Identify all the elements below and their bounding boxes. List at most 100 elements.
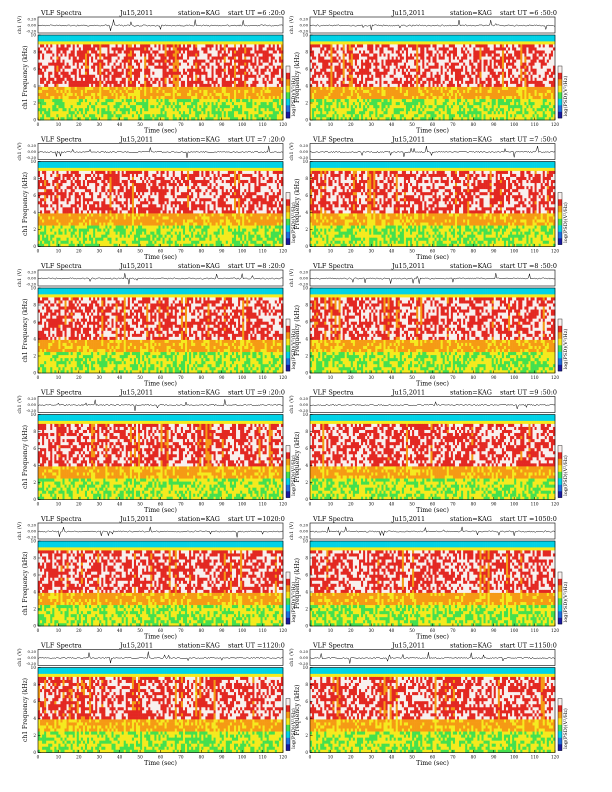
spectrogram-cell xyxy=(142,77,145,81)
spectrogram-cell xyxy=(397,59,401,63)
spectrogram-cell xyxy=(215,53,218,57)
spectrogram-cell xyxy=(389,104,392,109)
spectrogram-cell xyxy=(352,44,356,48)
spectrogram-cell xyxy=(361,50,364,54)
spectrogram-cell xyxy=(80,113,84,118)
spectrogram-cell xyxy=(44,92,47,97)
spectrogram-cell xyxy=(336,62,339,66)
spectrogram-cell xyxy=(332,56,335,60)
spectrogram-cell xyxy=(221,104,225,109)
spectrogram-cell xyxy=(50,104,53,109)
spectrogram-cell xyxy=(123,101,127,106)
spectrogram-cell xyxy=(174,65,178,69)
spectrogram-cell xyxy=(38,110,41,115)
spectrogram-cell xyxy=(256,50,259,54)
spectrogram-cell xyxy=(361,113,364,118)
spectrogram-cell xyxy=(129,71,133,75)
spectrogram-cell xyxy=(187,107,190,112)
spectrogram-cell xyxy=(219,77,223,81)
spectrogram-cell xyxy=(178,116,182,121)
spectrogram-cell xyxy=(383,68,386,72)
spectrogram-cell xyxy=(240,80,243,84)
spectrogram-cell xyxy=(391,62,395,66)
spectrogram-cell xyxy=(129,65,133,69)
spectrogram-cell xyxy=(189,116,192,121)
spectrogram-cell xyxy=(381,59,384,63)
spectrogram-cell xyxy=(109,89,112,93)
spectrogram-cell xyxy=(193,104,196,109)
spectrogram-cell xyxy=(332,95,335,100)
spectrogram-cell xyxy=(416,113,419,118)
spectrogram-cell xyxy=(367,92,370,97)
spectrogram-cell xyxy=(363,68,366,72)
spectrogram-cell xyxy=(408,110,411,115)
spectrogram-cell xyxy=(422,89,425,93)
spectrogram-cell xyxy=(127,65,131,69)
spectrogram-cell xyxy=(178,44,182,48)
spectrogram-cell xyxy=(354,41,358,45)
spectrogram-cell xyxy=(89,68,92,72)
spectrogram-cell xyxy=(119,62,123,66)
spectrogram-cell xyxy=(54,71,57,75)
spectrogram-cell xyxy=(219,80,223,84)
spectrogram-cell xyxy=(64,68,67,72)
spectrogram-cell xyxy=(142,104,145,109)
spectrogram-cell xyxy=(340,89,343,93)
spectrogram-cell xyxy=(193,116,196,121)
spectrogram-cell xyxy=(182,89,186,93)
spectrogram-cell xyxy=(162,107,165,112)
spectrogram-cell xyxy=(256,68,259,72)
spectrogram-cell xyxy=(148,77,151,81)
spectrogram-cell xyxy=(158,80,161,84)
spectrogram-cell xyxy=(236,86,239,90)
spectrogram-cell xyxy=(320,104,323,109)
spectrogram-cell xyxy=(324,74,327,78)
spectrogram-cell xyxy=(322,80,325,84)
spectrogram-cell xyxy=(391,89,395,93)
spectrogram-cell xyxy=(223,83,227,87)
spectrogram-cell xyxy=(50,38,53,42)
spectrogram-cell xyxy=(129,62,133,66)
spectrogram-cell xyxy=(44,50,47,54)
spectrogram-cell xyxy=(107,56,110,60)
spectrogram-cell xyxy=(250,107,253,112)
spectrogram-cell xyxy=(50,107,53,112)
spectrogram-cell xyxy=(205,65,208,69)
spectrogram-cell xyxy=(405,113,409,118)
spectrogram-cell xyxy=(338,104,341,109)
spectrogram-cell xyxy=(393,65,397,69)
spectrogram-cell xyxy=(205,71,208,75)
spectrogram-cell xyxy=(154,95,157,100)
spectrogram-cell xyxy=(356,92,360,97)
spectrogram-cell xyxy=(70,83,74,87)
spectrogram-cell xyxy=(324,89,327,93)
spectrogram-cell xyxy=(371,47,374,51)
spectrogram-cell xyxy=(385,35,388,39)
spectrogram-cell xyxy=(158,59,161,63)
spectrogram-cell xyxy=(219,53,223,57)
spectrogram-cell xyxy=(70,41,74,45)
spectrogram-cell xyxy=(399,95,403,100)
spectrogram-cell xyxy=(231,101,235,106)
spectrogram-cell xyxy=(199,65,202,69)
spectrogram-cell xyxy=(414,74,417,78)
spectrogram-cell xyxy=(185,89,188,93)
spectrogram-cell xyxy=(164,89,167,93)
spectrogram-cell xyxy=(377,107,380,112)
spectrogram-cell xyxy=(348,65,352,69)
spectrogram-cell xyxy=(234,101,237,106)
spectrogram-cell xyxy=(401,116,405,121)
spectrogram-cell xyxy=(213,74,216,78)
spectrogram-cell xyxy=(414,65,417,69)
spectrogram-cell xyxy=(252,59,255,63)
spectrogram-cell xyxy=(201,59,204,63)
spectrogram-cell xyxy=(162,38,165,42)
spectrogram-cell xyxy=(191,83,194,87)
spectrogram-cell xyxy=(160,71,163,75)
spectrogram-cell xyxy=(272,80,276,84)
spectrogram-cell xyxy=(420,101,423,106)
spectrogram-cell xyxy=(354,65,358,69)
spectrogram-cell xyxy=(340,92,343,97)
spectrogram-cell xyxy=(401,59,405,63)
spectrogram-cell xyxy=(76,41,80,45)
